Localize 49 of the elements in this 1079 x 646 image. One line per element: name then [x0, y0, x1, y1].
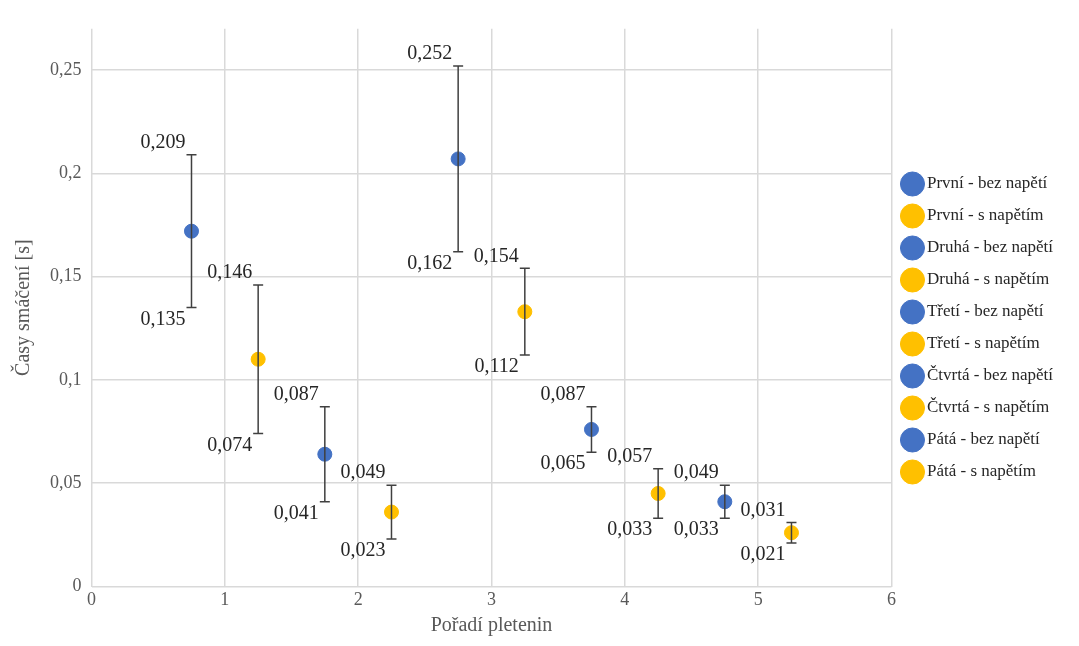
annotation: 0,049: [340, 460, 386, 483]
legend-label: Druhá - s napětím: [926, 269, 1050, 289]
annotation: 0,087: [273, 381, 319, 404]
annotation: 0,252: [407, 41, 453, 64]
annotation: 0,146: [207, 260, 253, 283]
legend-label: Třetí - s napětím: [926, 333, 1040, 353]
point: [583, 421, 599, 437]
legend-label: První - s napětím: [926, 205, 1044, 225]
annotation: 0,041: [273, 500, 319, 523]
x-axis-title: Pořadí pletenin: [430, 613, 553, 637]
y-tick-label: 0,25: [50, 58, 82, 79]
annotation: 0,162: [407, 251, 453, 274]
annotation: 0,057: [607, 443, 653, 466]
y-tick-label: 0,2: [59, 162, 82, 183]
y-tick-label: 0,1: [59, 368, 82, 389]
annotation: 0,033: [607, 517, 653, 540]
annotation: 0,049: [673, 460, 719, 483]
annotation: 0,021: [740, 542, 786, 565]
x-tick-label: 4: [620, 588, 630, 609]
legend-label: První - bez napětí: [926, 173, 1048, 193]
point: [184, 223, 199, 239]
annotation: 0,154: [473, 243, 519, 266]
legend-label: Čtvrtá - bez napětí: [926, 365, 1054, 385]
y-axis-title: Časy smáčení [s]: [10, 239, 35, 376]
legend-label: Třetí - bez napětí: [926, 301, 1044, 321]
legend-label: Čtvrtá - s napětím: [926, 397, 1050, 417]
x-tick-label: 3: [486, 588, 496, 609]
point: [383, 504, 399, 520]
y-tick-label: 0,15: [50, 265, 82, 286]
y-tick-label: 0: [72, 575, 82, 596]
annotation: 0,023: [340, 538, 386, 561]
y-tick-label: 0,05: [50, 471, 82, 492]
annotation: 0,209: [140, 130, 186, 153]
legend-label: Pátá - bez napětí: [926, 429, 1041, 449]
annotation: 0,135: [140, 306, 186, 329]
annotation: 0,087: [540, 381, 586, 404]
x-tick-label: 6: [886, 588, 896, 609]
annotation: 0,033: [673, 517, 719, 540]
x-tick-label: 5: [753, 588, 763, 609]
annotation: 0,112: [474, 354, 519, 377]
legend-label: Druhá - bez napětí: [926, 237, 1054, 257]
x-tick-label: 2: [353, 588, 363, 609]
annotation: 0,065: [540, 451, 586, 474]
x-tick-label: 0: [87, 588, 96, 609]
annotation: 0,031: [740, 497, 786, 520]
annotation: 0,074: [207, 432, 253, 455]
x-tick-label: 1: [220, 588, 230, 609]
legend-label: Pátá - s napětím: [926, 461, 1037, 481]
point: [783, 525, 799, 541]
